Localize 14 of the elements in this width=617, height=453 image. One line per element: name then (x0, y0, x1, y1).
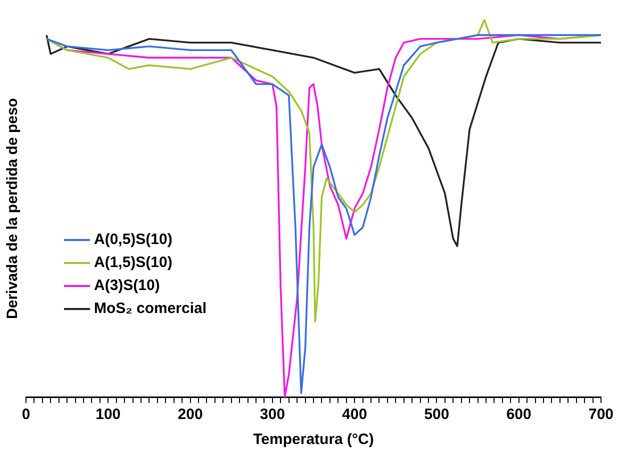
y-axis-title: Derivada de la perdida de peso (4, 98, 22, 319)
x-tick-label: 100 (96, 406, 121, 424)
x-tick-label: 600 (506, 406, 532, 424)
legend-label: A(1,5)S(10) (94, 254, 172, 271)
legend-label: MoS₂ comercial (94, 300, 207, 317)
x-tick-label: 200 (178, 406, 203, 424)
legend-label: A(0,5)S(10) (94, 231, 172, 248)
x-tick-label: 400 (342, 406, 368, 424)
x-tick-label: 0 (22, 406, 30, 424)
x-tick-label: 500 (424, 406, 450, 424)
x-axis-title: Temperatura (°C) (253, 431, 374, 448)
x-tick-label: 700 (588, 406, 614, 424)
legend-label: A(3)S(10) (94, 277, 160, 294)
x-tick-label: 300 (260, 406, 285, 424)
